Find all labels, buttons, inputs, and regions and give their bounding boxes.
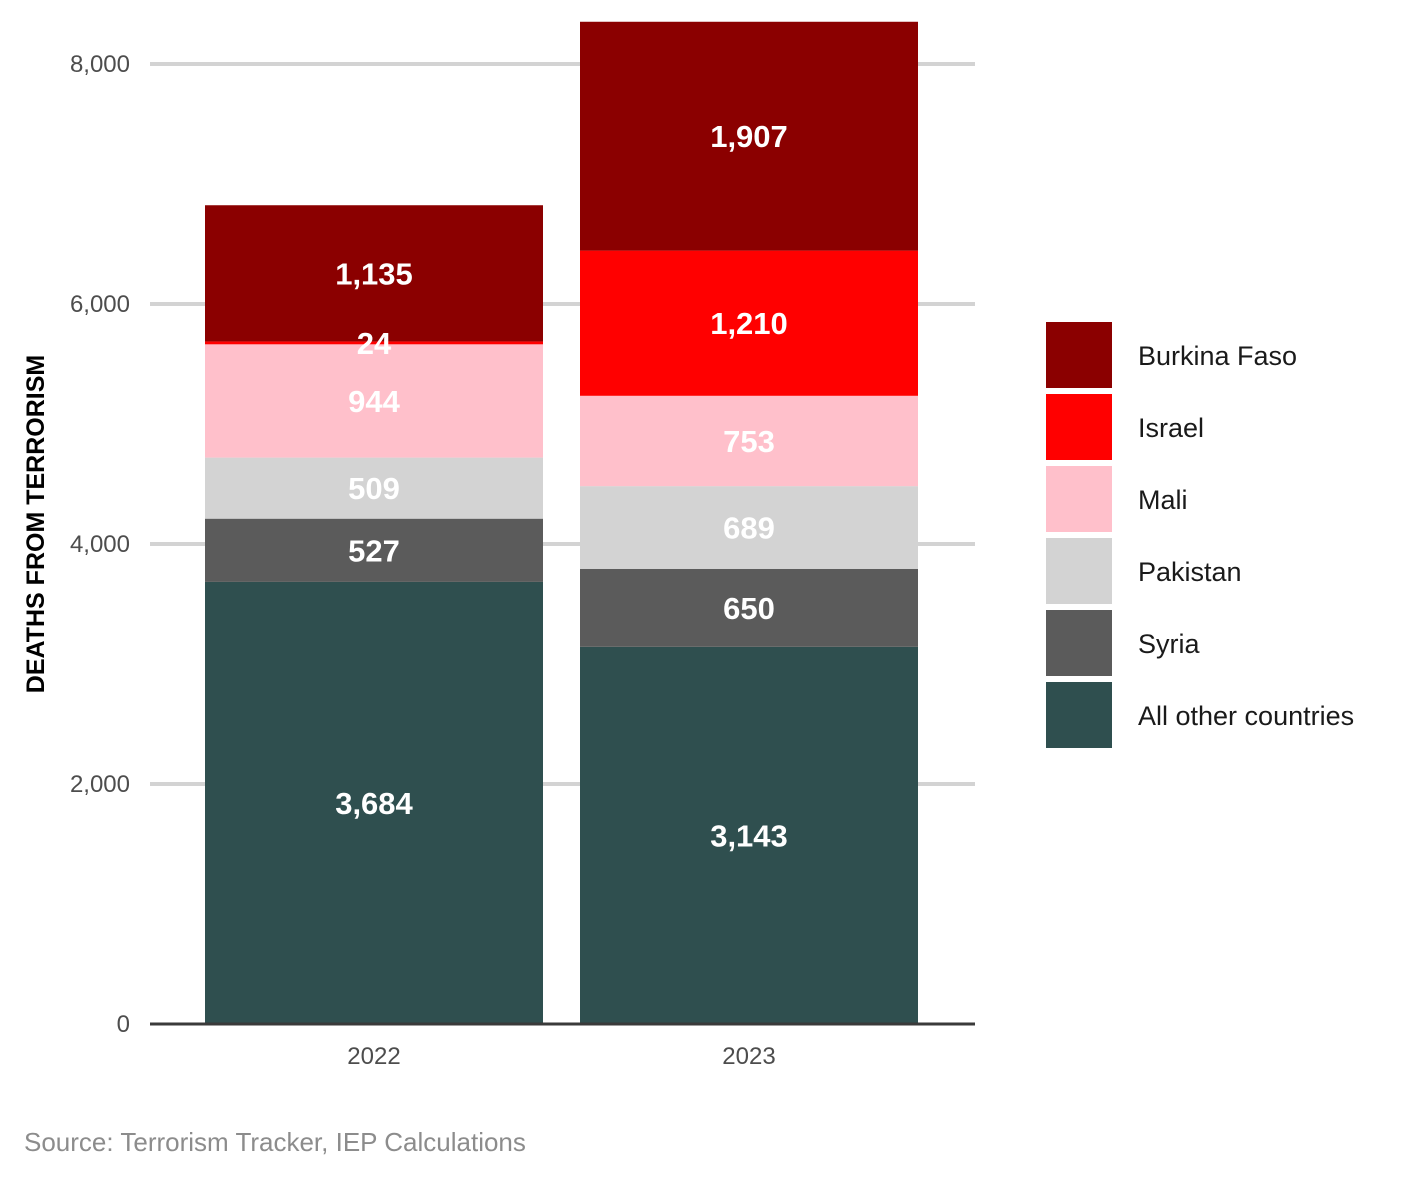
data-label-2023-all-other-countries: 3,143 (710, 818, 788, 853)
legend-label-syria: Syria (1138, 629, 1200, 659)
bar-segment-2022-syria (205, 518, 543, 582)
legend-label-pakistan: Pakistan (1138, 557, 1242, 587)
legend: Burkina Faso Israel Mali Pakistan Syria All o… (1046, 322, 1354, 748)
data-label-2022-syria: 527 (348, 533, 400, 568)
data-label-2022-all-other-countries: 3,684 (335, 786, 413, 821)
legend-label-israel: Israel (1138, 413, 1204, 443)
bar-segment-2023-israel (580, 250, 918, 396)
legend-label-mali: Mali (1138, 485, 1188, 515)
legend-label-all-other-countries: All other countries (1138, 701, 1354, 731)
bar-segment-2023-all-other-countries (580, 646, 918, 1024)
x-tick-label: 2023 (722, 1043, 775, 1070)
bar-segment-2022-mali (205, 344, 543, 458)
bar-segment-2023-syria (580, 568, 918, 647)
data-label-2023-burkina-faso: 1,907 (710, 119, 788, 154)
data-label-2022-pakistan: 509 (348, 471, 400, 506)
bar-segment-2022-burkina-faso (205, 205, 543, 342)
legend-swatch-pakistan (1046, 538, 1112, 604)
bar-segment-2022-all-other-countries (205, 581, 543, 1024)
data-label-2022-burkina-faso: 1,135 (335, 256, 413, 291)
bar-segment-2022-pakistan (205, 457, 543, 519)
bar-segment-2023-mali (580, 395, 918, 487)
x-tick-label: 2022 (347, 1043, 400, 1070)
legend-swatch-mali (1046, 466, 1112, 532)
y-tick-label: 2,000 (70, 771, 130, 798)
data-label-2023-israel: 1,210 (710, 306, 788, 341)
bar-segment-2023-pakistan (580, 486, 918, 569)
legend-swatch-all-other-countries (1046, 682, 1112, 748)
bar-segment-2022-israel (205, 341, 543, 345)
legend-label-burkina-faso: Burkina Faso (1138, 341, 1297, 371)
y-tick-label: 0 (117, 1011, 130, 1038)
y-tick-label: 4,000 (70, 531, 130, 558)
bars (205, 21, 918, 1024)
y-tick-label: 6,000 (70, 291, 130, 318)
bar-labels: 3,684 527 509 944 24 1,135 3,143 650 689 753 1,210… (335, 119, 788, 853)
y-axis-title: DEATHS FROM TERRORISM (22, 355, 50, 693)
data-label-2022-israel: 24 (357, 326, 392, 361)
legend-swatch-burkina-faso (1046, 322, 1112, 388)
source-note: Source: Terrorism Tracker, IEP Calculati… (24, 1127, 526, 1157)
x-axis-tick-labels: 2022 2023 (347, 1043, 775, 1070)
y-axis-tick-labels: 0 2,000 4,000 6,000 8,000 (70, 51, 130, 1038)
data-label-2023-mali: 753 (723, 424, 775, 459)
legend-swatch-syria (1046, 610, 1112, 676)
data-label-2023-syria: 650 (723, 591, 775, 626)
bar-segment-2023-burkina-faso (580, 21, 918, 251)
data-label-2022-mali: 944 (348, 384, 400, 419)
legend-swatch-israel (1046, 394, 1112, 460)
data-label-2023-pakistan: 689 (723, 511, 775, 546)
y-tick-label: 8,000 (70, 51, 130, 78)
